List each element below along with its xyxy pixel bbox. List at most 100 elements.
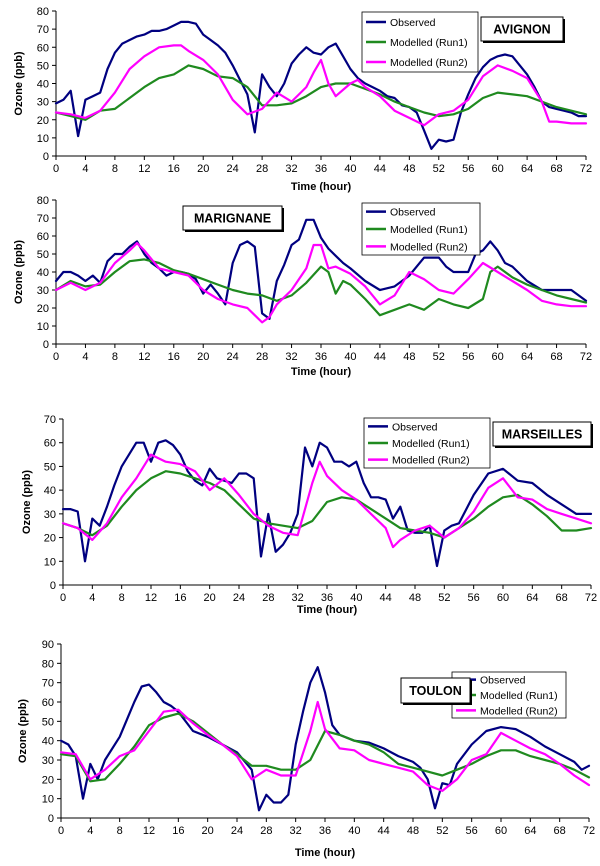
legend: Observed Modelled (Run1) Modelled (Run2) [361,202,481,256]
x-tick-label: 32 [292,592,304,604]
x-tick-label: 12 [138,163,150,175]
y-tick-label: 60 [44,438,56,450]
y-tick-label: 60 [37,42,49,54]
title-box [182,205,283,231]
y-tick-label: 0 [48,813,54,825]
y-tick-label: 30 [37,285,49,297]
chart-title: MARIGNANE [194,212,271,226]
x-tick-label: 60 [492,351,504,363]
x-tick-label: 40 [350,592,362,604]
x-tick-label: 40 [344,163,356,175]
x-tick-label: 36 [321,592,333,604]
x-tick-label: 24 [231,825,243,837]
x-tick-label: 28 [256,163,268,175]
x-tick-label: 40 [344,351,356,363]
y-tick-label: 40 [42,736,54,748]
series-line-2 [54,64,588,121]
x-tick-label: 24 [227,351,239,363]
chart-title: AVIGNON [493,23,550,37]
y-axis-title: Ozone (ppb) [17,699,29,763]
x-axis-title: Time (hour) [291,366,352,378]
x-tick-label: 44 [378,825,390,837]
x-tick-label: 0 [58,825,64,837]
x-tick-label: 44 [374,351,386,363]
y-tick-label: 70 [37,24,49,36]
x-tick-label: 4 [87,825,93,837]
x-tick-label: 16 [174,592,186,604]
legend-label: Modelled (Run2) [392,455,470,467]
x-tick-label: 40 [348,825,360,837]
x-tick-label: 64 [521,163,533,175]
series-line-2 [61,470,593,539]
x-tick-label: 20 [197,351,209,363]
y-tick-label: 70 [44,414,56,426]
x-tick-label: 24 [233,592,245,604]
series-line-3 [59,700,591,792]
x-tick-label: 56 [466,825,478,837]
x-tick-label: 52 [433,163,445,175]
x-tick-label: 52 [433,351,445,363]
y-tick-label: 20 [37,303,49,315]
x-tick-label: 0 [53,163,59,175]
x-tick-label: 8 [112,163,118,175]
x-tick-label: 12 [143,825,155,837]
y-tick-label: 50 [37,249,49,261]
legend: Observed Modelled (Run1) Modelled (Run2) [363,417,491,469]
y-tick-label: 70 [37,213,49,225]
x-tick-label: 48 [407,825,419,837]
legend-label: Observed [480,675,526,687]
x-tick-label: 60 [497,592,509,604]
series-line-1 [54,20,588,150]
legend-label: Observed [392,421,438,433]
title-box [480,16,564,42]
x-tick-label: 64 [524,825,536,837]
x-tick-label: 8 [119,592,125,604]
legend-label: Modelled (Run1) [392,438,470,450]
y-tick-label: 0 [50,580,56,592]
series-line-1 [61,439,593,568]
y-tick-label: 40 [37,79,49,91]
y-tick-label: 50 [44,461,56,473]
y-tick-label: 80 [42,658,54,670]
x-tick-label: 28 [256,351,268,363]
y-axis-title: Ozone (ppb) [13,240,25,304]
x-tick-label: 24 [227,163,239,175]
x-tick-label: 8 [117,825,123,837]
y-axis-title: Ozone (ppb) [13,51,25,115]
x-tick-label: 44 [380,592,392,604]
series-line-3 [61,453,593,549]
x-tick-label: 12 [145,592,157,604]
x-tick-label: 48 [403,351,415,363]
x-tick-label: 48 [409,592,421,604]
x-tick-label: 72 [585,592,597,604]
title-box [492,421,592,447]
x-tick-label: 56 [468,592,480,604]
series-line-3 [54,44,588,127]
x-tick-label: 68 [550,351,562,363]
x-tick-label: 72 [580,163,592,175]
chart-title: MARSEILLES [502,428,583,442]
x-axis-title: Time (hour) [295,847,356,859]
y-tick-label: 10 [37,133,49,145]
legend-label: Observed [390,207,436,219]
x-tick-label: 72 [583,825,595,837]
x-tick-label: 68 [554,825,566,837]
x-tick-label: 8 [112,351,118,363]
title-box [400,677,471,704]
x-tick-label: 12 [138,351,150,363]
y-tick-label: 40 [44,485,56,497]
legend-label: Modelled (Run1) [390,224,468,236]
y-tick-label: 30 [37,97,49,109]
y-tick-label: 60 [37,231,49,243]
y-tick-label: 10 [42,794,54,806]
y-tick-label: 60 [42,697,54,709]
legend-label: Modelled (Run1) [390,37,468,49]
y-tick-label: 80 [37,195,49,207]
x-tick-label: 0 [60,592,66,604]
legend: Observed Modelled (Run1) Modelled (Run2) [361,11,479,73]
x-tick-label: 20 [197,163,209,175]
